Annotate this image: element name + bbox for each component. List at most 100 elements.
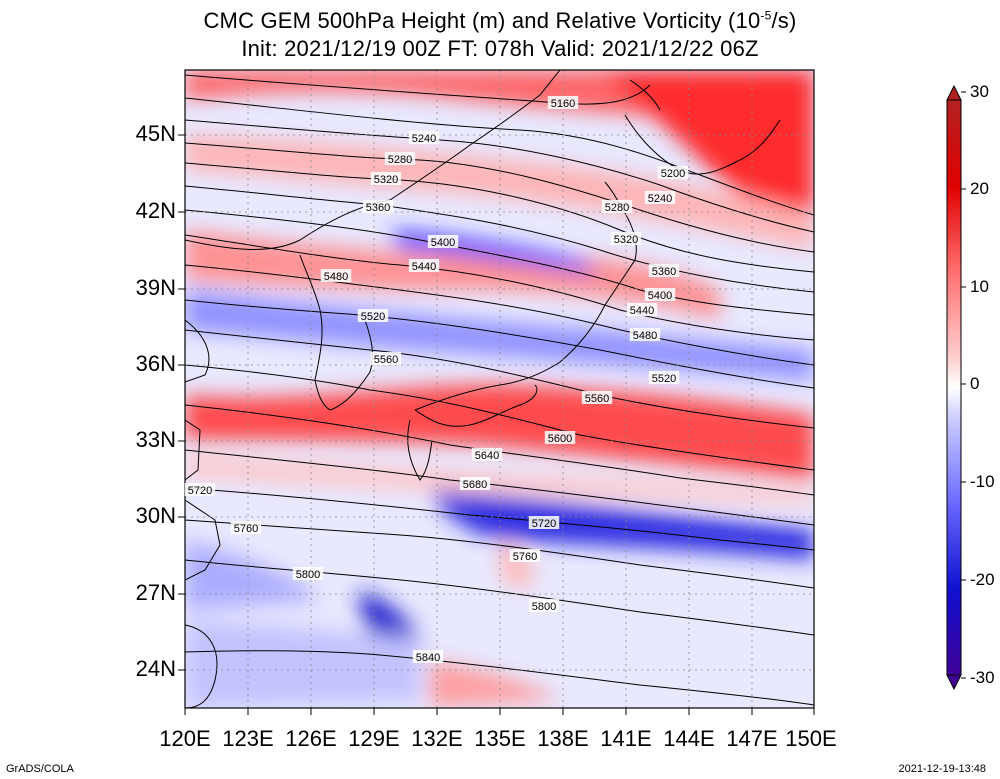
lat-label-36n: 36N — [135, 351, 176, 376]
contour-label: 5720 — [528, 516, 560, 530]
colorbar — [946, 84, 966, 691]
footer-software: GrADS/COLA — [6, 763, 74, 775]
lon-label-129e: 129E — [348, 726, 400, 751]
svg-text:5640: 5640 — [475, 450, 499, 462]
graticule — [185, 70, 814, 708]
svg-text:5600: 5600 — [548, 433, 572, 445]
colorbar-label-30: 30 — [970, 82, 989, 101]
contour-labels: 5160520052405240528052805320532053605360… — [184, 96, 689, 664]
contour-label: 5200 — [657, 166, 689, 180]
contour-label: 5520 — [648, 371, 680, 385]
colorbar-label-m10: -10 — [970, 472, 995, 491]
contour-label: 5600 — [544, 431, 576, 445]
svg-text:5440: 5440 — [412, 261, 436, 273]
contour-label: 5560 — [581, 391, 613, 405]
contour-label: 5720 — [184, 483, 216, 497]
contour-label: 5320 — [610, 232, 642, 246]
svg-text:5320: 5320 — [614, 234, 638, 246]
svg-text:5400: 5400 — [431, 237, 455, 249]
svg-text:5840: 5840 — [416, 652, 440, 664]
svg-text:5800: 5800 — [296, 569, 320, 581]
lat-label-33n: 33N — [135, 427, 176, 452]
svg-text:5760: 5760 — [513, 551, 537, 563]
axis-ticks — [178, 134, 815, 715]
svg-text:5760: 5760 — [234, 523, 258, 535]
lon-label-120e: 120E — [159, 726, 211, 751]
contour-label: 5320 — [370, 172, 402, 186]
contour-label: 5520 — [357, 309, 389, 323]
contour-label: 5360 — [362, 200, 394, 214]
contour-label: 5280 — [601, 200, 633, 214]
svg-text:5800: 5800 — [532, 601, 556, 613]
svg-text:5680: 5680 — [463, 479, 487, 491]
lon-label-147e: 147E — [726, 726, 778, 751]
contour-label: 5400 — [427, 235, 459, 249]
svg-text:5200: 5200 — [661, 168, 685, 180]
svg-text:5360: 5360 — [652, 266, 676, 278]
colorbar-label-m30: -30 — [970, 668, 995, 687]
contour-label: 5480 — [629, 328, 661, 342]
svg-text:5480: 5480 — [324, 271, 348, 283]
lon-label-144e: 144E — [663, 726, 715, 751]
contour-label: 5640 — [471, 448, 503, 462]
contour-label: 5440 — [408, 259, 440, 273]
contour-label: 5800 — [528, 599, 560, 613]
contour-label: 5760 — [509, 549, 541, 563]
svg-text:5720: 5720 — [188, 485, 212, 497]
svg-text:5320: 5320 — [374, 174, 398, 186]
map-title-line2: Init: 2021/12/19 00Z FT: 078h Valid: 202… — [241, 36, 759, 61]
contour-label: 5440 — [626, 303, 658, 317]
svg-text:5520: 5520 — [652, 373, 676, 385]
svg-text:5480: 5480 — [633, 330, 657, 342]
svg-text:5240: 5240 — [648, 193, 672, 205]
svg-text:5240: 5240 — [412, 133, 436, 145]
contour-label: 5760 — [230, 521, 262, 535]
lat-label-39n: 39N — [135, 275, 176, 300]
contour-label: 5360 — [648, 264, 680, 278]
vorticity-field — [185, 70, 814, 708]
lon-label-150e: 150E — [785, 726, 837, 751]
colorbar-label-m20: -20 — [970, 570, 995, 589]
colorbar-label-0: 0 — [970, 374, 980, 393]
contour-label: 5280 — [384, 152, 416, 166]
colorbar-bottom-arrow — [946, 674, 962, 691]
contour-label: 5800 — [292, 567, 324, 581]
lon-label-135e: 135E — [474, 726, 526, 751]
svg-text:5360: 5360 — [366, 202, 390, 214]
lat-label-30n: 30N — [135, 503, 176, 528]
lat-label-27n: 27N — [135, 580, 176, 605]
lon-label-141e: 141E — [600, 726, 652, 751]
contour-label: 5400 — [644, 288, 676, 302]
contour-label: 5480 — [320, 269, 352, 283]
lat-label-24n: 24N — [135, 656, 176, 681]
svg-text:5560: 5560 — [585, 393, 609, 405]
lat-label-45n: 45N — [135, 121, 176, 146]
lon-label-123e: 123E — [222, 726, 274, 751]
contour-label: 5840 — [412, 650, 444, 664]
svg-text:5280: 5280 — [388, 154, 412, 166]
svg-text:5160: 5160 — [551, 98, 575, 110]
contour-label: 5240 — [408, 131, 440, 145]
svg-text:5720: 5720 — [532, 518, 556, 530]
colorbar-label-20: 20 — [970, 179, 989, 198]
contour-label: 5240 — [644, 191, 676, 205]
lat-label-42n: 42N — [135, 198, 176, 223]
svg-text:5280: 5280 — [605, 202, 629, 214]
colorbar-top-arrow — [946, 84, 962, 101]
colorbar-label-10: 10 — [970, 277, 989, 296]
title-superscript: -5 — [760, 8, 772, 23]
colorbar-gradient — [946, 99, 962, 676]
contour-label: 5680 — [459, 477, 491, 491]
footer-timestamp: 2021-12-19-13:48 — [898, 763, 986, 775]
lon-label-132e: 132E — [411, 726, 463, 751]
svg-text:5440: 5440 — [630, 305, 654, 317]
lon-label-138e: 138E — [537, 726, 589, 751]
lon-label-126e: 126E — [285, 726, 337, 751]
contour-label: 5560 — [370, 352, 402, 366]
contour-label: 5160 — [547, 96, 579, 110]
svg-text:5560: 5560 — [374, 354, 398, 366]
svg-text:5520: 5520 — [361, 311, 385, 323]
map-title-line1: CMC GEM 500hPa Height (m) and Relative V… — [203, 8, 797, 33]
height-contours — [185, 74, 814, 706]
